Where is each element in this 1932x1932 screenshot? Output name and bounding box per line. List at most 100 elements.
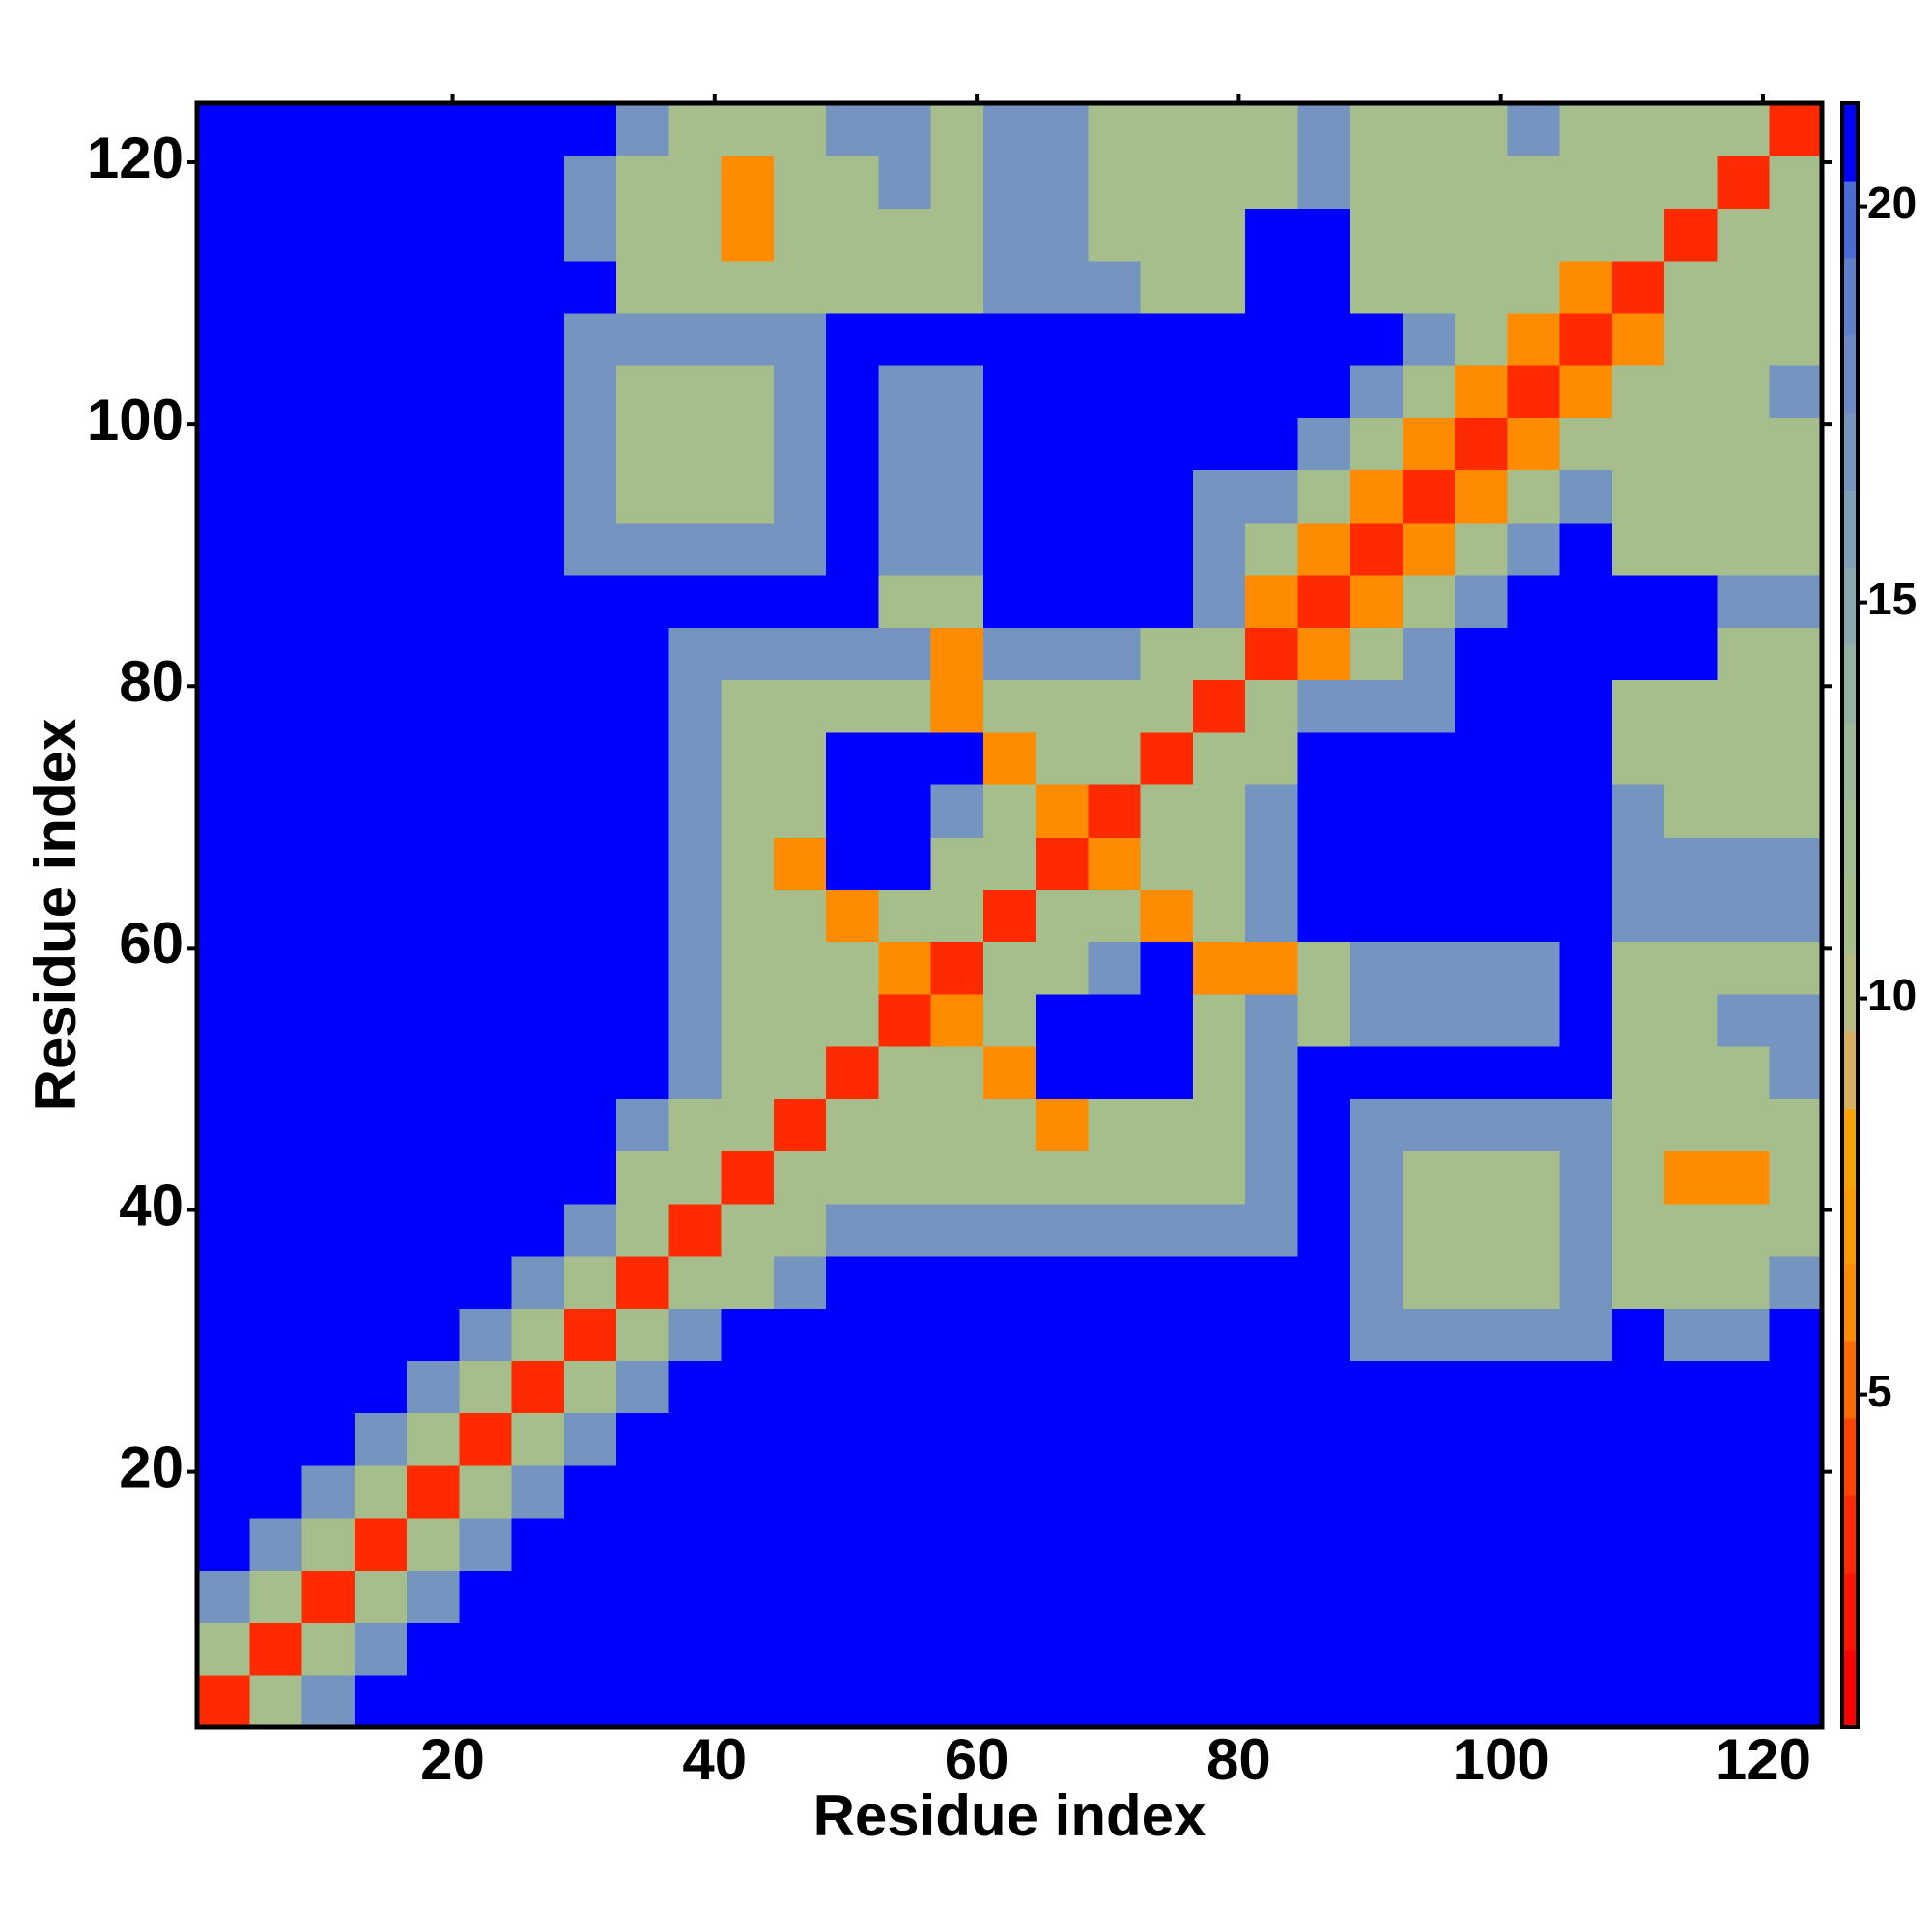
heatmap-cell [1559, 365, 1613, 418]
heatmap-cell [1350, 889, 1404, 943]
heatmap-cell [1769, 1308, 1823, 1362]
heatmap-cell [1036, 837, 1089, 890]
heatmap-cell [616, 1360, 669, 1414]
heatmap-cell [1088, 1518, 1142, 1571]
heatmap-cell [826, 941, 879, 995]
heatmap-cell [1350, 1203, 1404, 1257]
y-tick-label: 60 [119, 911, 184, 976]
heatmap-cell [616, 156, 669, 210]
heatmap-cell [1717, 1412, 1771, 1466]
heatmap-cell [1611, 889, 1665, 943]
heatmap-cell [1507, 993, 1561, 1047]
heatmap-cell [1088, 1098, 1142, 1152]
x-tick-label: 120 [1715, 1727, 1811, 1792]
heatmap-cell [407, 679, 460, 733]
heatmap-cell [1664, 208, 1719, 262]
heatmap-cell [249, 208, 303, 262]
heatmap-cell [459, 941, 513, 995]
heatmap-cell [1559, 1308, 1613, 1362]
heatmap-cell [1769, 469, 1823, 524]
heatmap-cell [1402, 837, 1456, 890]
colorbar-tick-label: 5 [1867, 1366, 1892, 1416]
heatmap-cell [616, 208, 669, 262]
heatmap-cell [1664, 417, 1719, 471]
heatmap-cell [1769, 627, 1823, 681]
heatmap-cell [249, 993, 303, 1047]
heatmap-cell [511, 1151, 565, 1205]
heatmap-cell [563, 208, 617, 262]
heatmap-cell [1664, 1360, 1719, 1414]
heatmap-cell [1664, 1203, 1719, 1257]
heatmap-cell [1455, 1046, 1509, 1099]
heatmap-cell [982, 1098, 1037, 1152]
heatmap-cell [1192, 312, 1246, 366]
heatmap-cell [1088, 731, 1142, 785]
heatmap-cell [511, 1674, 565, 1728]
heatmap-cell [301, 889, 355, 943]
heatmap-cell [1455, 208, 1509, 262]
heatmap-cell [826, 156, 879, 210]
heatmap-cell [1611, 837, 1665, 890]
heatmap-cell [301, 1674, 355, 1728]
heatmap-cell [982, 1203, 1037, 1257]
heatmap-cell [511, 575, 565, 628]
heatmap-cell [616, 1674, 669, 1728]
heatmap-cell [1664, 1151, 1719, 1205]
heatmap-cell [1769, 1098, 1823, 1152]
heatmap-cell [930, 260, 984, 314]
heatmap-cell [354, 993, 408, 1047]
heatmap-cell [826, 1098, 879, 1152]
heatmap-cell [1611, 1360, 1665, 1414]
heatmap-cell [301, 731, 355, 785]
heatmap-cell [1245, 941, 1299, 995]
heatmap-cell [668, 679, 723, 733]
heatmap-cell [773, 837, 827, 890]
heatmap-cell [1192, 889, 1246, 943]
heatmap-cell [668, 1203, 723, 1257]
heatmap-cell [773, 312, 827, 366]
heatmap-cell [668, 1255, 723, 1309]
heatmap-cell [1297, 1412, 1351, 1466]
heatmap-cell [668, 1098, 723, 1152]
heatmap-cell [721, 1098, 775, 1152]
heatmap-cell [1664, 469, 1719, 524]
heatmap-cell [1455, 837, 1509, 890]
heatmap-cell [1455, 1570, 1509, 1624]
heatmap-cell [459, 312, 513, 366]
heatmap-cell [1140, 260, 1194, 314]
heatmap-cell [1559, 1464, 1613, 1519]
heatmap-cell [930, 103, 984, 156]
heatmap-cell [1036, 1412, 1089, 1466]
heatmap-cell [459, 365, 513, 418]
heatmap-cell [249, 103, 303, 156]
heatmap-cell [511, 469, 565, 524]
heatmap-cell [773, 1046, 827, 1099]
heatmap-cell [354, 1308, 408, 1362]
heatmap-cell [459, 522, 513, 576]
heatmap-cell [1559, 1674, 1613, 1728]
heatmap-cell [1140, 1412, 1194, 1466]
heatmap-cell [1297, 1098, 1351, 1152]
heatmap-cell [878, 1518, 932, 1571]
heatmap-cell [1455, 1255, 1509, 1309]
heatmap-cell [249, 522, 303, 576]
heatmap-cell [1088, 1308, 1142, 1362]
heatmap-cell [1140, 1046, 1194, 1099]
heatmap-cell [1507, 208, 1561, 262]
heatmap-cell [197, 469, 250, 524]
heatmap-cell [826, 1570, 879, 1624]
heatmap-cell [1611, 575, 1665, 628]
heatmap-cell [1769, 889, 1823, 943]
heatmap-cell [407, 837, 460, 890]
heatmap-cell [878, 365, 932, 418]
heatmap-cell [249, 679, 303, 733]
heatmap-cell [878, 469, 932, 524]
heatmap-cell [197, 783, 250, 838]
heatmap-cell [511, 679, 565, 733]
heatmap-cell [1507, 1255, 1561, 1309]
heatmap-cell [616, 627, 669, 681]
x-tick-label: 80 [1207, 1727, 1271, 1792]
heatmap-cell [1717, 1464, 1771, 1519]
heatmap-cell [1769, 1412, 1823, 1466]
